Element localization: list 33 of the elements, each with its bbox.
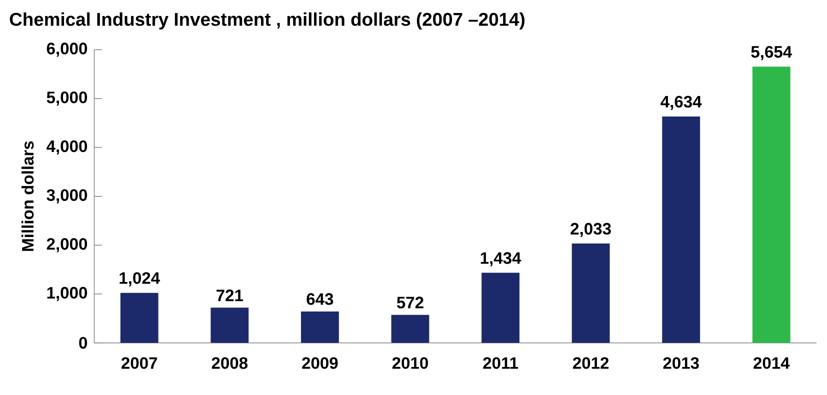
x-tick-label: 2013 [663,357,699,369]
data-label: 1,024 [120,272,160,286]
x-tick-label: 2014 [754,357,790,369]
bar [662,116,700,343]
data-label: 2,033 [570,222,611,237]
y-axis-title: Million dollars [21,141,34,251]
data-label: 721 [216,289,243,302]
x-tick-label: 2011 [483,357,518,369]
data-label: 572 [396,296,424,308]
y-tick-label: 2,000 [46,238,88,252]
bar [391,314,430,343]
x-tick-label: 2007 [122,357,158,369]
data-label: 5,654 [751,46,792,60]
y-tick-label: 0 [79,336,88,349]
y-tick-label: 4,000 [46,140,88,154]
y-tick-label: 6,000 [46,42,88,57]
x-tick-label: 2012 [572,357,609,369]
data-label: 4,634 [660,96,702,110]
x-tick-label: 2010 [392,357,428,369]
bar [120,292,158,343]
y-tick-label: 1,000 [47,286,88,301]
y-tick-label: 5,000 [46,91,88,106]
x-tick-label: 2009 [302,357,338,369]
data-label: 643 [306,293,334,305]
bar [752,66,790,343]
bar [300,311,339,343]
x-tick-label: 2008 [212,357,248,369]
data-label: 1,434 [480,252,522,266]
bar [572,243,610,343]
y-tick-label: 3,000 [46,189,88,204]
chart-title: Chemical Industry Investment , million dollars (2007 –2014) [10,12,524,30]
bar [210,308,249,343]
bar [482,272,520,343]
